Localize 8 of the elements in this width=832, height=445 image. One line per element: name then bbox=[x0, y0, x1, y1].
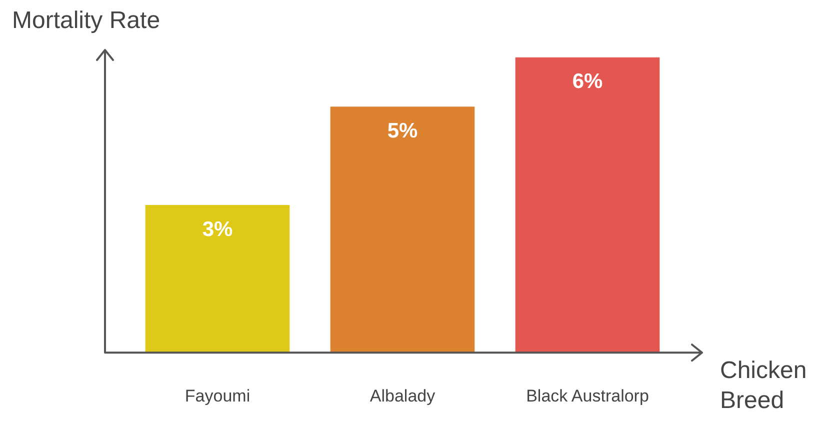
x-tick-label: Albalady bbox=[370, 386, 436, 406]
data-label: 3% bbox=[202, 218, 233, 241]
x-tick-label: Black Australorp bbox=[526, 386, 649, 406]
x-tick-label: Fayoumi bbox=[184, 386, 250, 406]
data-label: 5% bbox=[387, 119, 418, 142]
y-axis-title: Mortality Rate bbox=[12, 6, 160, 36]
x-axis-title: Chicken Breed bbox=[720, 356, 808, 416]
data-label: 6% bbox=[572, 70, 603, 94]
